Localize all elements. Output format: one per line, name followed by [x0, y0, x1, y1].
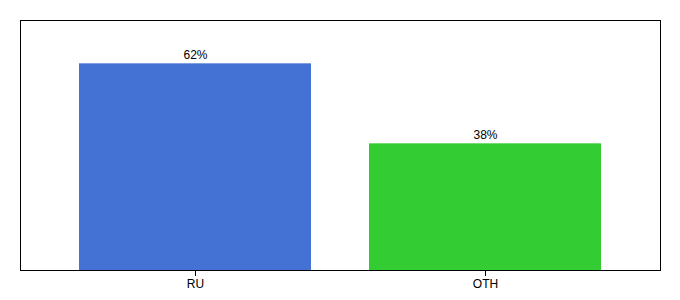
- svg-text:RU: RU: [187, 277, 204, 291]
- svg-text:OTH: OTH: [473, 277, 498, 291]
- svg-text:38%: 38%: [473, 128, 497, 142]
- svg-text:62%: 62%: [183, 48, 207, 62]
